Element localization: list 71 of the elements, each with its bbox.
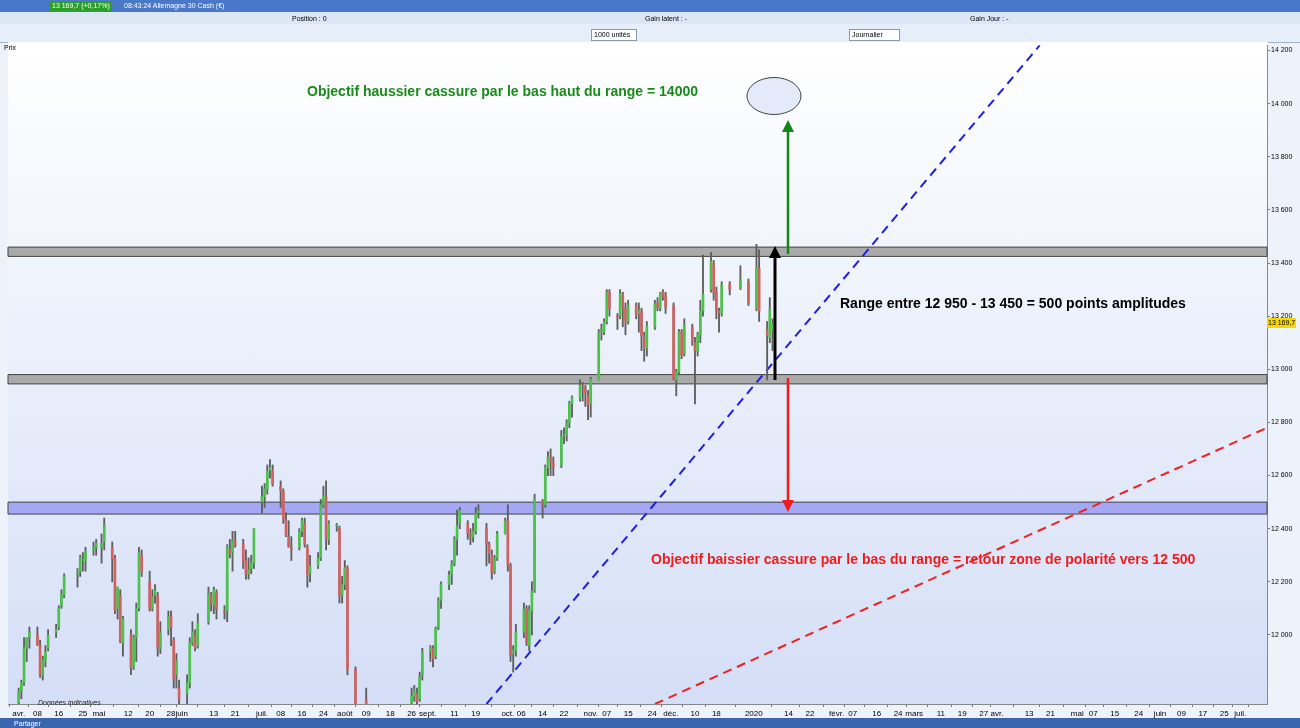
x-tick-label: 19 xyxy=(471,709,481,718)
candlestick xyxy=(207,586,210,625)
x-tick-label: 06 xyxy=(516,709,527,718)
candlestick xyxy=(485,523,488,567)
x-tick-label: 24 xyxy=(647,709,658,718)
x-tick-label: 22 xyxy=(805,709,815,718)
candlestick xyxy=(84,546,87,572)
candlestick xyxy=(215,589,218,620)
x-tick-label: 18 xyxy=(385,709,396,718)
x-tick-label: 21 xyxy=(230,709,241,718)
x-tick-label: mai xyxy=(1070,709,1084,718)
x-tick-label: oct. xyxy=(501,709,515,718)
candlestick xyxy=(747,278,750,306)
x-tick-label: 25 xyxy=(78,709,88,718)
x-tick-label: mars xyxy=(905,709,924,718)
x-tick-label: 2020 xyxy=(744,709,764,718)
candlestick xyxy=(664,291,667,314)
x-tick-label: 17 xyxy=(1198,709,1208,718)
x-tick-label: 20 xyxy=(145,709,155,718)
x-tick-label: 16 xyxy=(54,709,64,718)
x-tick-label: 14 xyxy=(538,709,548,718)
x-tick-label: 26 xyxy=(407,709,417,718)
candlestick xyxy=(559,430,563,468)
x-tick-label: 15 xyxy=(623,709,634,718)
x-tick-label: nov. xyxy=(583,709,598,718)
x-tick-label: juil. xyxy=(254,709,268,718)
candlestick xyxy=(410,687,413,704)
annotation: Objectif baissier cassure par le bas du range = retour zone de polarité vers 12 500 xyxy=(651,551,1196,567)
x-tick-label: 10 xyxy=(690,709,700,718)
x-tick-label: 11 xyxy=(936,709,946,718)
candlestick xyxy=(354,666,357,704)
annotation: Range entre 12 950 - 13 450 = 500 points amplitudes xyxy=(840,295,1186,311)
x-tick-label: 25 xyxy=(1219,709,1230,718)
candlestick xyxy=(92,541,95,556)
x-tick-label: déc. xyxy=(663,709,679,718)
x-tick-label: avr. xyxy=(990,709,1004,718)
x-tick-label: sept. xyxy=(418,709,437,718)
candlestick xyxy=(231,531,234,572)
x-tick-label: 16 xyxy=(872,709,882,718)
candlestick xyxy=(739,265,742,290)
x-tick-label: 21 xyxy=(1046,709,1056,718)
x-tick-label: 24 xyxy=(318,709,329,718)
x-tick-label: avr. xyxy=(12,709,26,718)
x-tick-label: févr. xyxy=(829,709,845,718)
x-tick-label: 08 xyxy=(276,709,286,718)
x-tick-label: 08 xyxy=(32,709,43,718)
x-tick-label: mai xyxy=(92,709,106,718)
x-tick-label: 11 xyxy=(450,709,460,718)
x-tick-label: 09 xyxy=(361,709,372,718)
annotation: Objectif haussier cassure par le bas haut du range = 14000 xyxy=(307,83,699,99)
x-tick-label: 15 xyxy=(1110,709,1120,718)
x-tick-label: 07 xyxy=(602,709,612,718)
x-tick-label: 07 xyxy=(1088,709,1099,718)
x-tick-label: 27 xyxy=(979,709,989,718)
x-tick-label: août xyxy=(337,709,354,718)
x-tick-label: 24 xyxy=(893,709,904,718)
x-tick-label: 13 xyxy=(209,709,219,718)
x-tick-label: 19 xyxy=(957,709,968,718)
x-tick-label: 16 xyxy=(297,709,308,718)
x-tick-label: 09 xyxy=(1177,709,1187,718)
x-tick-label: 07 xyxy=(848,709,858,718)
x-tick-label: juil. xyxy=(1233,709,1247,718)
candlestick xyxy=(148,570,151,612)
x-tick-label: 12 xyxy=(123,709,134,718)
candlestick xyxy=(338,525,341,604)
x-tick-label: 24 xyxy=(1134,709,1144,718)
x-tick-label: 22 xyxy=(559,709,569,718)
x-tick-label: 14 xyxy=(784,709,794,718)
x-tick-label: 18 xyxy=(711,709,722,718)
x-tick-label: 13 xyxy=(1024,709,1035,718)
x-tick-label: juin xyxy=(1152,709,1167,718)
